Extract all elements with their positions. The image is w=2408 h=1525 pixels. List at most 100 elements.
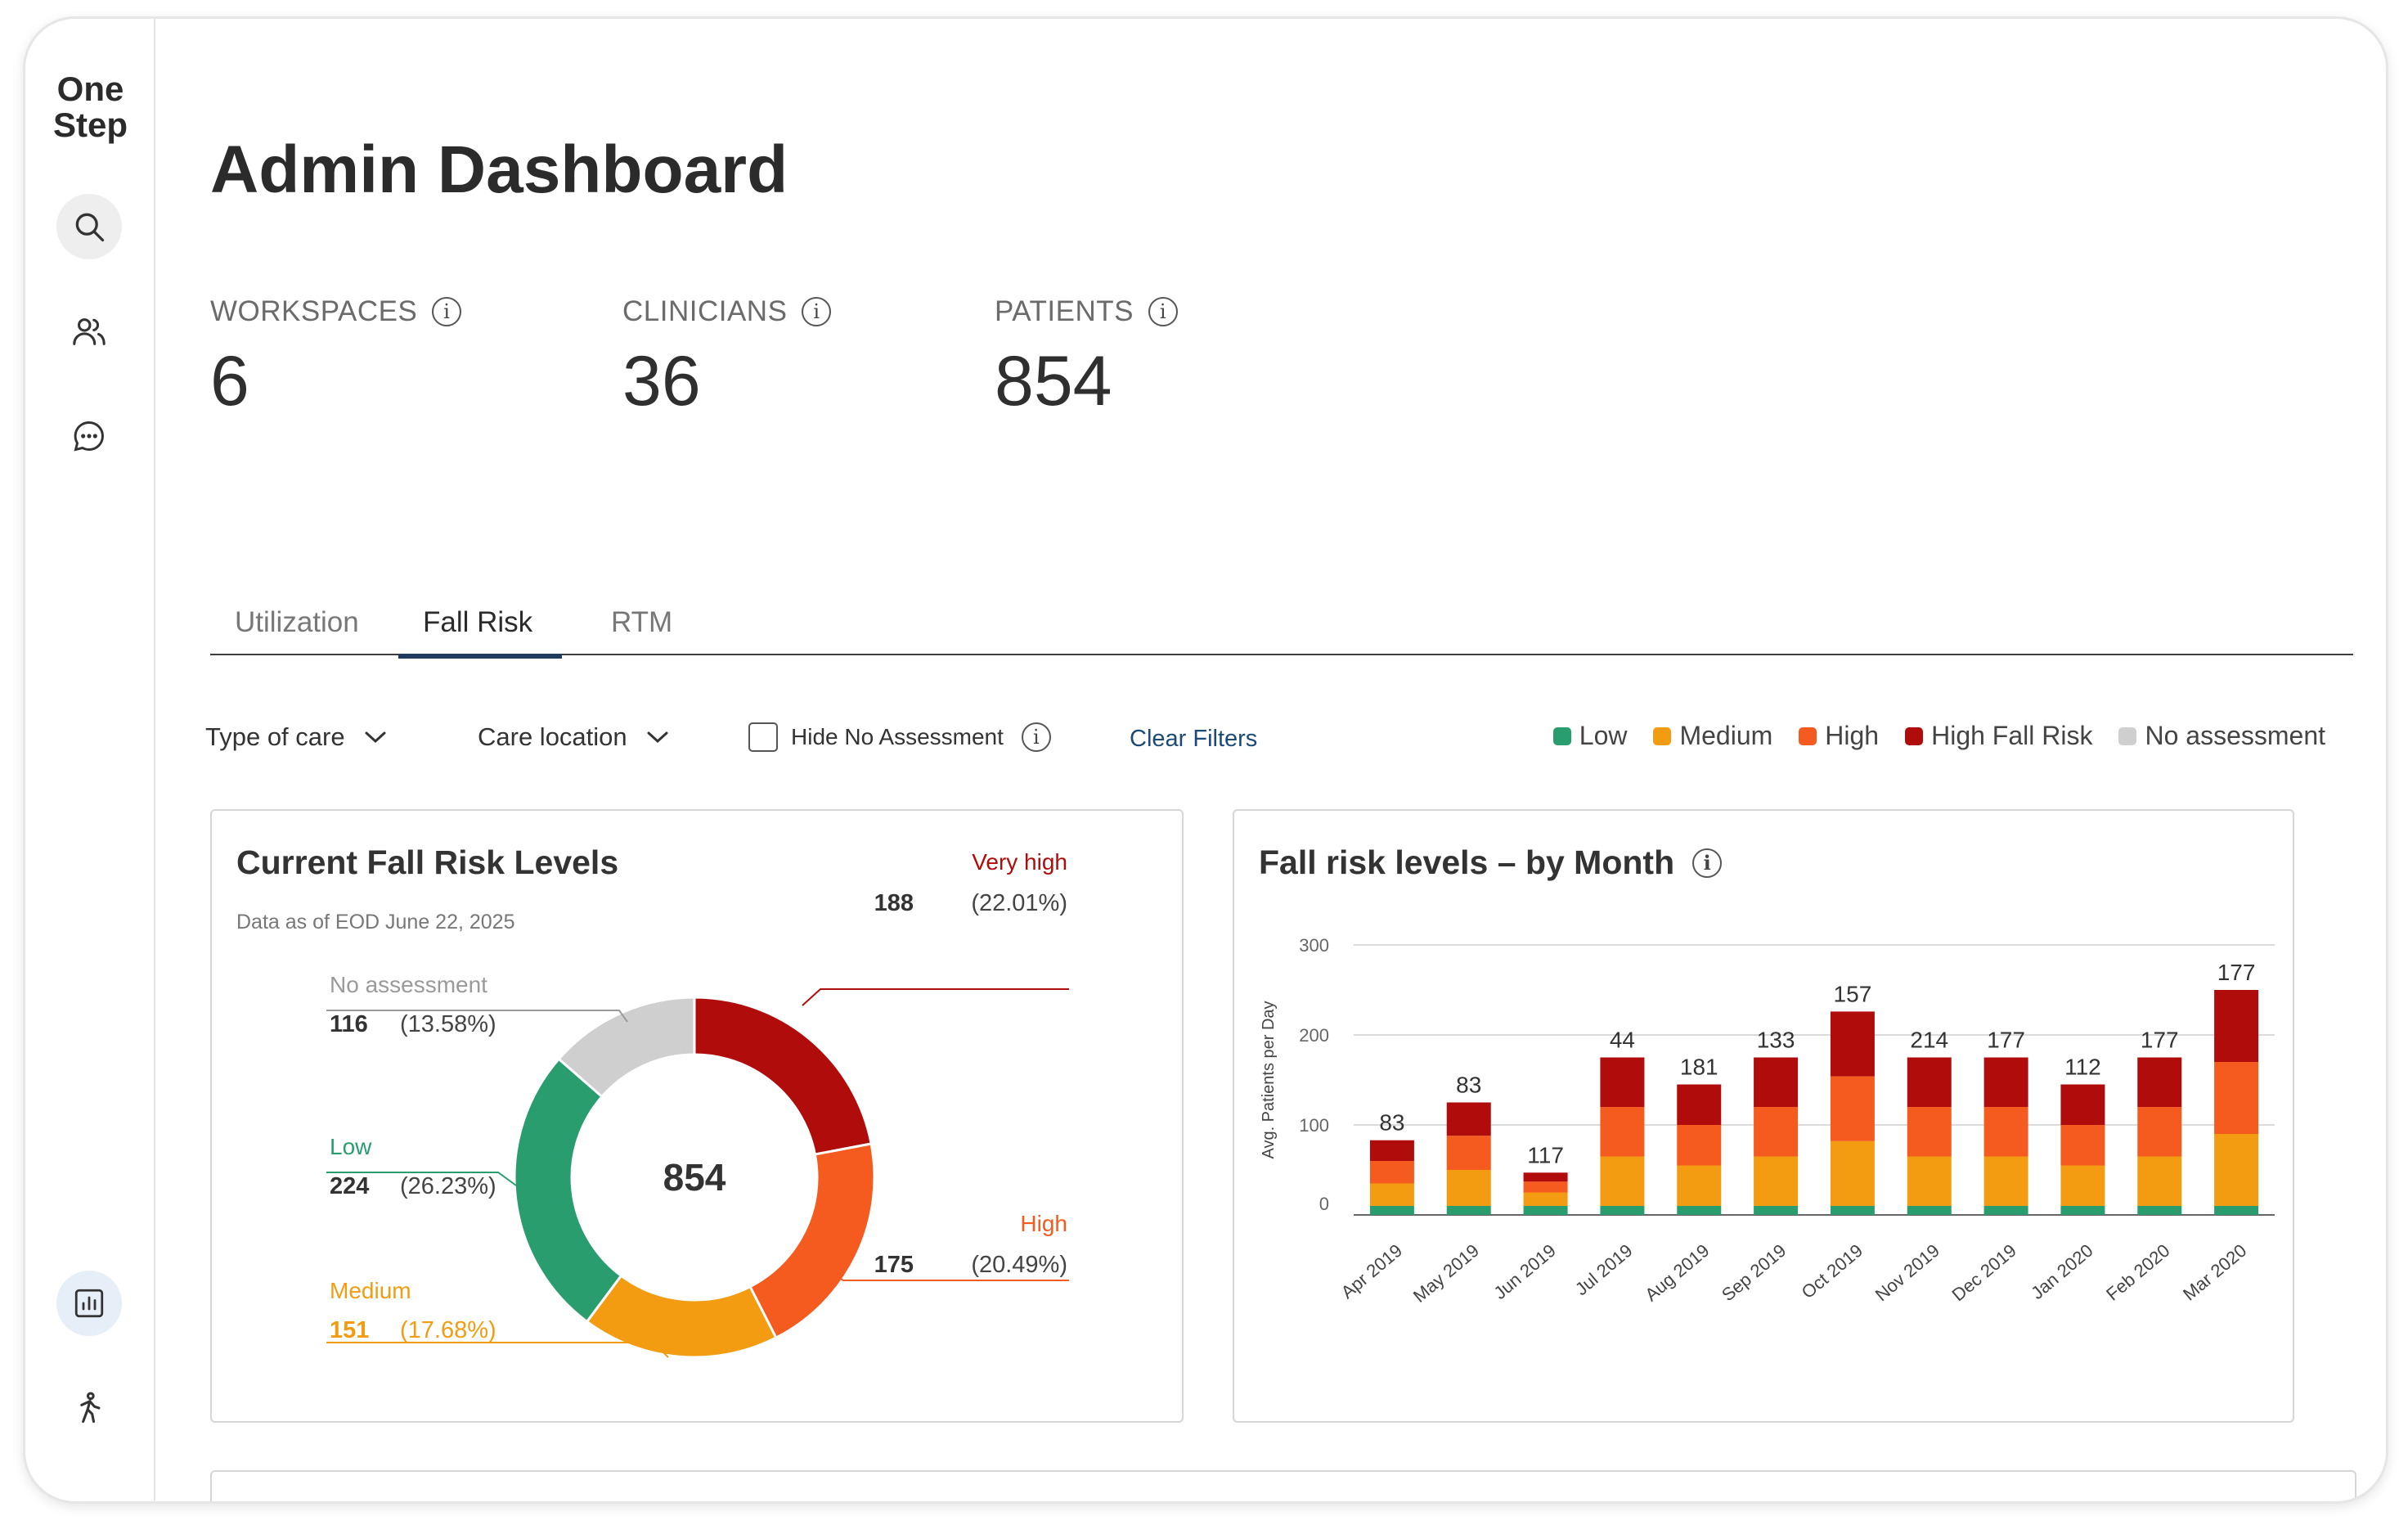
bar-segment-high-fall-risk[interactable] (2060, 1084, 2105, 1126)
bar-segment-high-fall-risk[interactable] (1907, 1057, 1952, 1108)
legend-item-medium[interactable]: Medium (1653, 721, 1772, 751)
bar-segment-high-fall-risk[interactable] (1446, 1102, 1491, 1136)
info-icon[interactable]: i (1021, 722, 1051, 752)
donut-slice-no-assessment[interactable] (557, 996, 696, 1099)
donut-slice-medium[interactable] (585, 1274, 778, 1359)
bar-segment-high[interactable] (1600, 1107, 1645, 1157)
bar-segment-high[interactable] (1369, 1161, 1414, 1184)
chat-icon (74, 421, 104, 452)
tab-fall-risk[interactable]: Fall Risk (423, 606, 533, 638)
bar-segment-high-fall-risk[interactable] (1369, 1140, 1414, 1161)
bar-segment-medium[interactable] (2214, 1134, 2259, 1206)
bar-segment-low[interactable] (1907, 1206, 1952, 1215)
donut-label-name: No assessment (330, 972, 487, 997)
tab-rtm[interactable]: RTM (611, 606, 673, 638)
legend-item-high-fall-risk[interactable]: High Fall Risk (1905, 721, 2092, 751)
bar-segment-high[interactable] (2214, 1062, 2259, 1134)
bar-total-label: 133 (1757, 1028, 1795, 1053)
bar-segment-low[interactable] (1983, 1206, 2028, 1215)
bar-segment-high-fall-risk[interactable] (1754, 1057, 1799, 1108)
nav-exercises[interactable] (56, 1375, 122, 1441)
bar-segment-medium[interactable] (1523, 1192, 1568, 1207)
info-icon[interactable]: i (432, 297, 462, 326)
stat-clinicians: CLINICIANS i 36 (622, 295, 832, 422)
card-title: Current Fall Risk Levels (236, 843, 619, 881)
legend-item-high[interactable]: High (1799, 721, 1879, 751)
donut-label-percent: (20.49%) (971, 1252, 1067, 1278)
bar-segment-high[interactable] (1523, 1181, 1568, 1193)
x-tick-label: Dec 2019 (1948, 1240, 2020, 1306)
bar-segment-low[interactable] (1446, 1206, 1491, 1215)
chart-icon (74, 1289, 104, 1318)
care-location-dropdown[interactable]: Care location (478, 722, 670, 752)
bar-segment-medium[interactable] (1600, 1156, 1645, 1207)
bar-segment-high[interactable] (1754, 1107, 1799, 1157)
donut-leader-line (826, 1270, 1069, 1281)
bar-segment-high[interactable] (1983, 1107, 2028, 1157)
bar-segment-low[interactable] (2060, 1206, 2105, 1215)
bar-segment-low[interactable] (1523, 1206, 1568, 1215)
hide-no-assessment-checkbox[interactable] (748, 722, 778, 752)
bar-segment-low[interactable] (1754, 1206, 1799, 1215)
bar-segment-high-fall-risk[interactable] (1523, 1172, 1568, 1182)
hide-no-assessment-filter: Hide No Assessment i (748, 722, 1051, 752)
bar-segment-low[interactable] (1677, 1206, 1722, 1215)
bar-segment-high-fall-risk[interactable] (1983, 1057, 2028, 1108)
type-of-care-dropdown[interactable]: Type of care (205, 722, 388, 752)
bar-segment-medium[interactable] (2060, 1165, 2105, 1207)
bar-segment-low[interactable] (1369, 1206, 1414, 1215)
nav-dashboard[interactable] (56, 1271, 122, 1336)
legend-swatch (2118, 727, 2137, 745)
card-title: Fall risk levels – by Month (1259, 843, 1675, 881)
bar-segment-high[interactable] (1830, 1076, 1875, 1141)
bar-total-label: 117 (1527, 1142, 1564, 1167)
x-tick-label: Apr 2019 (1337, 1240, 1406, 1303)
bar-segment-medium[interactable] (1369, 1183, 1414, 1207)
legend-swatch (1552, 727, 1571, 745)
donut-label-percent: (17.68%) (400, 1317, 496, 1343)
bar-segment-high[interactable] (1446, 1136, 1491, 1170)
legend-item-no-assessment[interactable]: No assessment (2118, 721, 2325, 751)
bar-segment-medium[interactable] (1983, 1156, 2028, 1207)
x-tick-label: Jun 2019 (1489, 1240, 1559, 1303)
checkbox-label[interactable]: Hide No Assessment (791, 724, 1004, 749)
nav-users[interactable] (56, 299, 122, 364)
nav-search[interactable] (56, 194, 122, 259)
donut-label-count: 224 (330, 1173, 369, 1199)
bar-segment-medium[interactable] (1677, 1165, 1722, 1207)
info-icon[interactable]: i (1692, 848, 1723, 878)
info-icon[interactable]: i (802, 297, 832, 326)
bar-segment-medium[interactable] (1907, 1156, 1952, 1207)
walking-person-icon (80, 1392, 101, 1424)
bar-segment-high-fall-risk[interactable] (2137, 1057, 2182, 1108)
legend-item-low[interactable]: Low (1552, 721, 1627, 751)
bar-segment-low[interactable] (2214, 1206, 2259, 1215)
x-tick-label: Mar 2020 (2179, 1240, 2250, 1305)
tab-utilization[interactable]: Utilization (235, 606, 359, 638)
bar-segment-medium[interactable] (1446, 1170, 1491, 1206)
card-subtitle: Data as of EOD June 22, 2025 (236, 911, 515, 933)
donut-leader-line (326, 1342, 669, 1358)
bar-segment-high[interactable] (1677, 1125, 1722, 1166)
bar-segment-high-fall-risk[interactable] (1600, 1057, 1645, 1108)
bar-segment-low[interactable] (2137, 1206, 2182, 1215)
bar-segment-high[interactable] (1907, 1107, 1952, 1157)
bar-segment-high-fall-risk[interactable] (1677, 1084, 1722, 1126)
donut-slice-high[interactable] (748, 1142, 876, 1340)
bar-segment-high[interactable] (2060, 1125, 2105, 1166)
bar-segment-low[interactable] (1600, 1206, 1645, 1215)
donut-leader-line (326, 1172, 517, 1186)
clear-filters-link[interactable]: Clear Filters (1130, 726, 1258, 752)
donut-slice-low[interactable] (513, 1057, 623, 1324)
bar-segment-high-fall-risk[interactable] (2214, 990, 2259, 1062)
info-icon[interactable]: i (1148, 297, 1178, 326)
bar-segment-low[interactable] (1830, 1206, 1875, 1215)
x-tick-label: Sep 2019 (1718, 1240, 1790, 1306)
nav-messages[interactable] (56, 403, 122, 469)
bar-segment-medium[interactable] (1830, 1140, 1875, 1206)
bar-segment-medium[interactable] (1754, 1156, 1799, 1207)
bar-segment-high[interactable] (2137, 1107, 2182, 1157)
donut-slice-very-high[interactable] (693, 996, 873, 1156)
bar-segment-high-fall-risk[interactable] (1830, 1011, 1875, 1077)
bar-segment-medium[interactable] (2137, 1156, 2182, 1207)
